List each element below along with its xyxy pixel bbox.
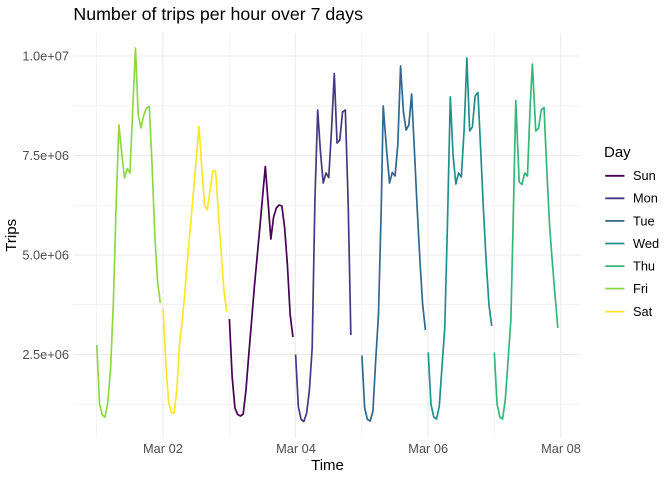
svg-text:5.0e+06: 5.0e+06	[22, 248, 69, 263]
svg-text:Thu: Thu	[633, 259, 655, 274]
svg-text:Mon: Mon	[633, 191, 658, 206]
svg-text:Mar 02: Mar 02	[143, 441, 183, 456]
svg-text:Tue: Tue	[633, 213, 655, 228]
svg-text:Number of trips per hour over: Number of trips per hour over 7 days	[73, 4, 363, 24]
svg-text:Trips: Trips	[3, 219, 20, 252]
svg-text:Sat: Sat	[633, 304, 653, 319]
svg-text:Wed: Wed	[633, 236, 659, 251]
svg-text:2.5e+06: 2.5e+06	[22, 347, 69, 362]
svg-text:Mar 04: Mar 04	[276, 441, 316, 456]
svg-text:Day: Day	[604, 144, 631, 161]
svg-text:7.5e+06: 7.5e+06	[22, 148, 69, 163]
svg-text:Mar 06: Mar 06	[408, 441, 448, 456]
svg-text:1.0e+07: 1.0e+07	[22, 49, 69, 64]
svg-text:Mar 08: Mar 08	[541, 441, 581, 456]
svg-text:Fri: Fri	[633, 281, 648, 296]
svg-text:Time: Time	[311, 457, 344, 474]
svg-text:Sun: Sun	[633, 168, 656, 183]
